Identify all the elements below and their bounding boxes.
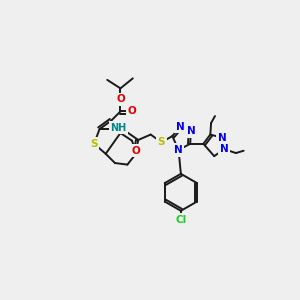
Text: N: N [220, 144, 229, 154]
Text: O: O [132, 146, 140, 156]
Text: N: N [176, 122, 184, 132]
Text: NH: NH [110, 123, 126, 133]
Text: O: O [116, 94, 125, 104]
Text: Cl: Cl [175, 215, 187, 225]
Text: N: N [174, 145, 183, 155]
Text: N: N [218, 133, 226, 142]
Text: O: O [128, 106, 136, 116]
Text: N: N [187, 127, 195, 136]
Text: S: S [90, 139, 98, 149]
Text: S: S [158, 137, 165, 147]
